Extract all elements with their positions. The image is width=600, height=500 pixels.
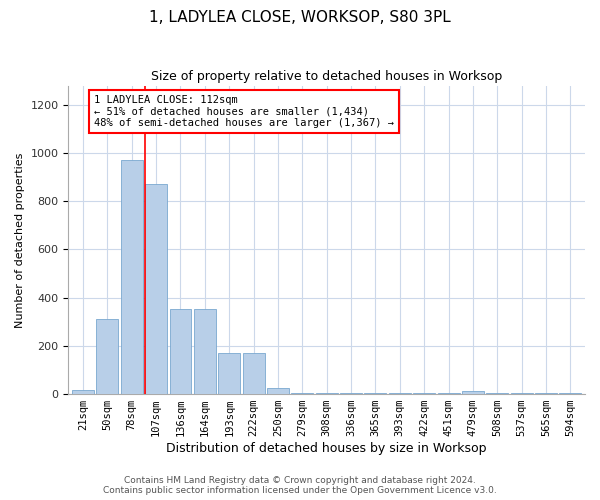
Bar [267, 388, 289, 394]
Bar [145, 184, 167, 394]
Text: Contains HM Land Registry data © Crown copyright and database right 2024.
Contai: Contains HM Land Registry data © Crown c… [103, 476, 497, 495]
Y-axis label: Number of detached properties: Number of detached properties [15, 152, 25, 328]
Title: Size of property relative to detached houses in Worksop: Size of property relative to detached ho… [151, 70, 502, 83]
Bar [121, 160, 143, 394]
Bar [462, 391, 484, 394]
Text: 1 LADYLEA CLOSE: 112sqm
← 51% of detached houses are smaller (1,434)
48% of semi: 1 LADYLEA CLOSE: 112sqm ← 51% of detache… [94, 95, 394, 128]
Bar [194, 308, 216, 394]
Bar [72, 390, 94, 394]
Bar [242, 353, 265, 394]
Bar [170, 308, 191, 394]
Bar [218, 353, 240, 394]
X-axis label: Distribution of detached houses by size in Worksop: Distribution of detached houses by size … [166, 442, 487, 455]
Bar [97, 320, 118, 394]
Text: 1, LADYLEA CLOSE, WORKSOP, S80 3PL: 1, LADYLEA CLOSE, WORKSOP, S80 3PL [149, 10, 451, 25]
